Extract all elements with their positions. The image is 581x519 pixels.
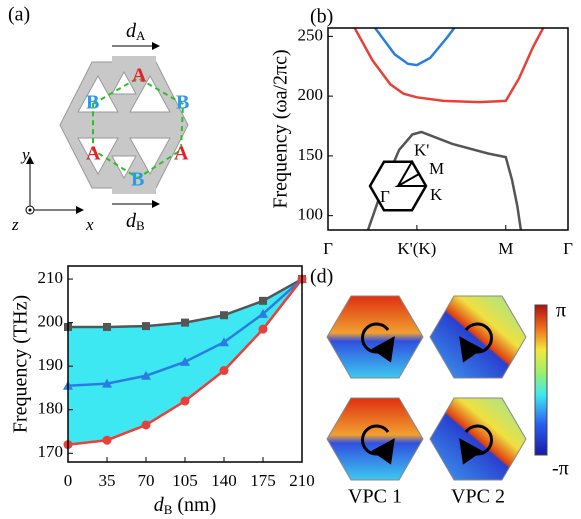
x-tick-label: 140 [211, 471, 237, 490]
y-tick-label: 170 [38, 442, 64, 461]
y-axis-label: Frequency (THz) [10, 295, 32, 433]
colorbar-label: π [556, 300, 566, 322]
panel-label: (b) [310, 6, 333, 28]
x-tick-label: 175 [250, 471, 276, 490]
x-label-unit: (nm) [172, 494, 216, 516]
site-b: B [176, 92, 189, 114]
lattice [26, 46, 188, 214]
phase-maps [327, 296, 547, 480]
y-axis-label: Frequency (ωa/2πc) [270, 49, 292, 208]
site-a: A [132, 65, 147, 87]
y-tick-label: 200 [38, 312, 64, 331]
x-tick-label: 0 [64, 471, 73, 490]
bz-label: K' [414, 141, 429, 160]
marker [142, 322, 150, 330]
y-tick-label: 200 [298, 85, 324, 104]
axis-x: x [85, 215, 94, 234]
y-tick-label: 190 [38, 355, 64, 374]
x-tick-label: 210 [289, 471, 315, 490]
dim-label: dA [126, 20, 146, 43]
x-tick-label: M [498, 239, 513, 258]
marker [142, 420, 151, 429]
figure: (a) dA dB A A A B B B y x z (d) π -π VPC… [0, 0, 581, 519]
x-tick-label: 70 [138, 471, 155, 490]
x-tick-label: Γ [563, 239, 573, 258]
x-axis-label: dB (nm) [154, 494, 217, 517]
dim-sub: A [136, 28, 146, 43]
site-b: B [131, 169, 144, 191]
site-b: B [86, 92, 99, 114]
colorbar-label: -π [552, 458, 569, 480]
marker [259, 325, 268, 334]
axes-frame [328, 28, 568, 230]
x-tick-label: 35 [99, 471, 116, 490]
x-tick-label: Γ [323, 239, 333, 258]
marker [220, 366, 229, 375]
marker [220, 311, 228, 319]
y-tick-label: 210 [38, 268, 64, 287]
marker [103, 323, 111, 331]
y-tick-label: 180 [38, 399, 64, 418]
x-tick-label: K'(K) [397, 239, 436, 258]
y-tick-label: 250 [298, 25, 324, 44]
marker [181, 319, 189, 327]
dim-sub: B [136, 218, 145, 233]
map-label: VPC 1 [348, 486, 402, 508]
y-tick-label: 100 [298, 205, 324, 224]
marker [103, 436, 112, 445]
map-label: VPC 2 [451, 486, 505, 508]
axis-y: y [20, 145, 30, 164]
bz-label: M [429, 159, 444, 178]
dim-label: dB [126, 210, 145, 233]
bz-label: Γ [380, 187, 390, 206]
axis-z: z [11, 215, 19, 234]
y-tick-label: 150 [298, 145, 324, 164]
marker [259, 297, 267, 305]
x-tick-label: 105 [172, 471, 198, 490]
site-a: A [86, 143, 101, 165]
panel-label: (d) [310, 266, 333, 288]
x-label-sub: B [164, 502, 173, 517]
site-a: A [174, 143, 189, 165]
bz-label: K [430, 185, 443, 204]
marker [181, 397, 190, 406]
series-line [375, 28, 454, 65]
panel-label: (a) [8, 4, 30, 26]
